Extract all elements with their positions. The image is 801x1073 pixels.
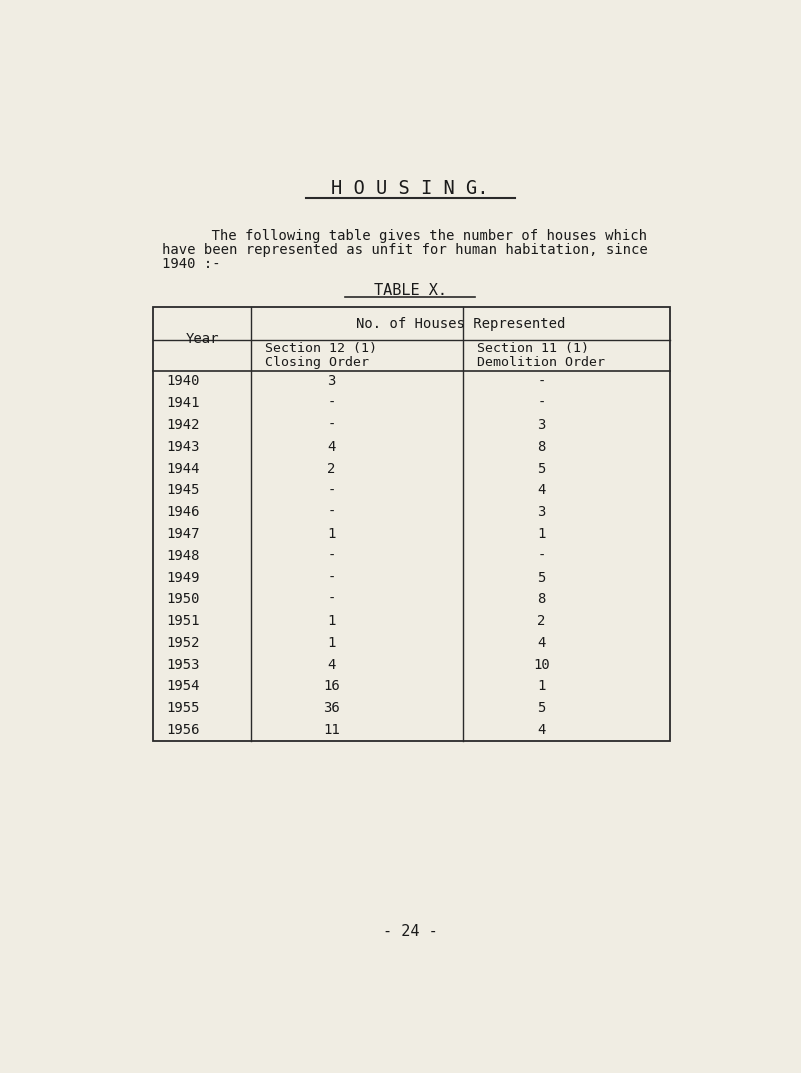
Text: 1941: 1941: [167, 396, 200, 410]
Text: 8: 8: [537, 440, 545, 454]
Text: 3: 3: [537, 505, 545, 519]
Text: Demolition Order: Demolition Order: [477, 356, 605, 369]
Text: Year: Year: [185, 332, 219, 346]
Text: 1955: 1955: [167, 702, 200, 716]
Text: 5: 5: [537, 571, 545, 585]
Text: 1949: 1949: [167, 571, 200, 585]
Text: 1956: 1956: [167, 723, 200, 737]
Text: 4: 4: [537, 723, 545, 737]
Text: 8: 8: [537, 592, 545, 606]
Text: 1945: 1945: [167, 483, 200, 498]
Text: No. of Houses Represented: No. of Houses Represented: [356, 317, 566, 330]
Text: 1951: 1951: [167, 614, 200, 628]
Text: -: -: [328, 505, 336, 519]
Text: -: -: [328, 548, 336, 562]
Text: -: -: [537, 396, 545, 410]
Text: 3: 3: [328, 374, 336, 388]
Text: 1: 1: [328, 636, 336, 650]
Text: 4: 4: [537, 636, 545, 650]
Text: Closing Order: Closing Order: [265, 356, 369, 369]
Text: 4: 4: [537, 483, 545, 498]
Text: -: -: [328, 483, 336, 498]
Text: 3: 3: [537, 418, 545, 432]
Text: 2: 2: [328, 461, 336, 475]
Text: H O U S I N G.: H O U S I N G.: [332, 179, 489, 199]
Text: 2: 2: [537, 614, 545, 628]
Text: 5: 5: [537, 702, 545, 716]
Text: -: -: [328, 592, 336, 606]
Text: -: -: [328, 571, 336, 585]
Text: 36: 36: [324, 702, 340, 716]
Text: 16: 16: [324, 679, 340, 693]
Text: - 24 -: - 24 -: [383, 924, 437, 939]
Text: 1: 1: [537, 679, 545, 693]
Text: 1952: 1952: [167, 636, 200, 650]
Text: 1942: 1942: [167, 418, 200, 432]
Text: -: -: [328, 396, 336, 410]
Text: Section 11 (1): Section 11 (1): [477, 342, 589, 355]
Text: 1948: 1948: [167, 548, 200, 562]
Text: TABLE X.: TABLE X.: [373, 283, 447, 298]
Text: 1953: 1953: [167, 658, 200, 672]
Text: 1: 1: [328, 614, 336, 628]
Text: 1944: 1944: [167, 461, 200, 475]
Text: 1947: 1947: [167, 527, 200, 541]
Bar: [153, 307, 670, 741]
Text: 4: 4: [328, 658, 336, 672]
Text: -: -: [537, 374, 545, 388]
Text: 1: 1: [537, 527, 545, 541]
Text: 1: 1: [328, 527, 336, 541]
Text: 5: 5: [537, 461, 545, 475]
Text: 4: 4: [328, 440, 336, 454]
Text: The following table gives the number of houses which: The following table gives the number of …: [178, 229, 646, 242]
Text: 1946: 1946: [167, 505, 200, 519]
Text: 1940: 1940: [167, 374, 200, 388]
Text: Section 12 (1): Section 12 (1): [265, 342, 377, 355]
Text: 1943: 1943: [167, 440, 200, 454]
Text: 1950: 1950: [167, 592, 200, 606]
Text: 1940 :-: 1940 :-: [162, 256, 221, 270]
Text: have been represented as unfit for human habitation, since: have been represented as unfit for human…: [162, 242, 648, 256]
Text: 10: 10: [533, 658, 549, 672]
Text: -: -: [537, 548, 545, 562]
Text: 11: 11: [324, 723, 340, 737]
Text: -: -: [328, 418, 336, 432]
Text: 1954: 1954: [167, 679, 200, 693]
